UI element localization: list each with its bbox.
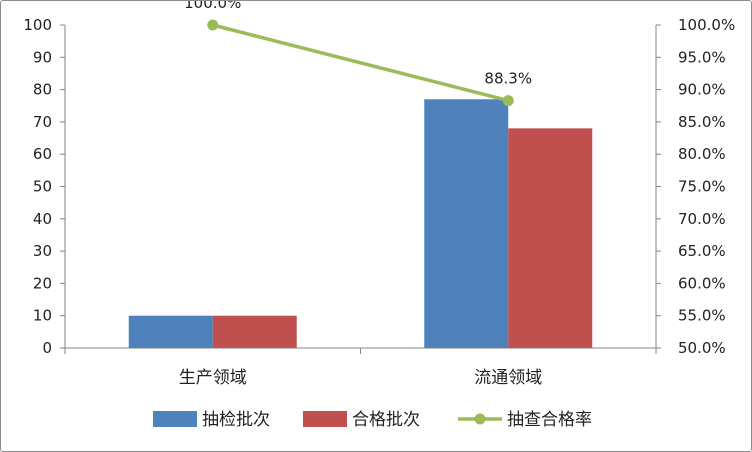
pass-rate-point — [502, 95, 514, 107]
left-axis-tick-label: 80 — [33, 81, 52, 99]
legend-swatch — [303, 411, 347, 427]
pass-rate-line — [212, 23, 509, 103]
left-axis-tick-label: 60 — [33, 145, 52, 163]
bar-qualified — [212, 315, 297, 348]
left-axis-tick-label: 10 — [33, 307, 52, 325]
left-axis-tick-label: 90 — [33, 48, 52, 66]
right-axis-tick-label: 95.0% — [678, 48, 726, 66]
right-axis-tick-label: 100.0% — [678, 16, 735, 34]
left-axis-tick-label: 0 — [42, 339, 52, 357]
left-axis-tick-label: 30 — [33, 242, 52, 260]
right-axis-tick-label: 70.0% — [678, 210, 726, 228]
right-axis-tick-label: 90.0% — [678, 81, 726, 99]
line-layer — [207, 19, 514, 107]
right-axis-tick-label: 65.0% — [678, 242, 726, 260]
right-axis-tick-label: 55.0% — [678, 307, 726, 325]
bar-inspected — [424, 99, 509, 348]
right-axis-tick-label: 80.0% — [678, 145, 726, 163]
legend-marker — [474, 413, 486, 425]
bar-qualified — [508, 128, 593, 348]
legend-swatch — [153, 411, 197, 427]
left-axis-tick-label: 40 — [33, 210, 52, 228]
legend-label: 抽检批次 — [202, 410, 270, 430]
x-axis-category-label: 流通领域 — [474, 368, 542, 388]
right-axis-tick-label: 75.0% — [678, 178, 726, 196]
labels-layer: 0 10 20 30 40 50 60 70 80 90 100 50.0% 55.0% 60.0% 65.… — [23, 1, 735, 388]
right-axis-tick-label: 50.0% — [678, 339, 726, 357]
legend-label: 合格批次 — [352, 410, 420, 430]
left-axis-tick-label: 50 — [33, 178, 52, 196]
left-axis-tick-label: 20 — [33, 274, 52, 292]
right-axis-tick-label: 85.0% — [678, 113, 726, 131]
right-axis-tick-label: 60.0% — [678, 274, 726, 292]
left-axis-tick-label: 70 — [33, 113, 52, 131]
x-axis-category-label: 生产领域 — [179, 368, 247, 388]
left-axis-tick-label: 100 — [23, 16, 52, 34]
pass-rate-data-label: 100.0% — [184, 1, 241, 12]
bar-inspected — [128, 315, 213, 348]
bars-layer — [128, 99, 593, 348]
pass-rate-point — [207, 19, 219, 31]
legend: 抽检批次 合格批次 抽查合格率 — [153, 410, 592, 430]
pass-rate-data-label: 88.3% — [484, 70, 532, 88]
legend-label: 抽查合格率 — [507, 410, 592, 430]
